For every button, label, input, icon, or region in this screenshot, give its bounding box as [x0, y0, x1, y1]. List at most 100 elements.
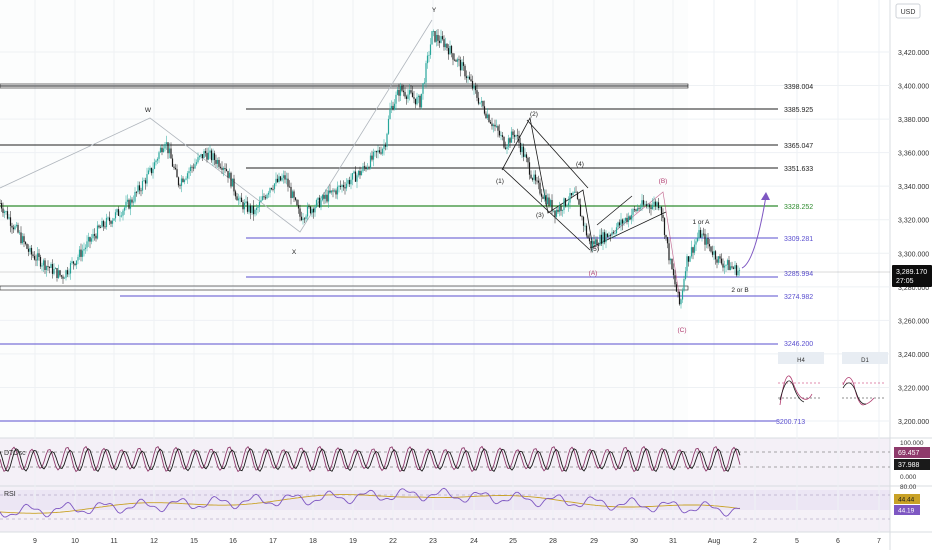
candle-body[interactable] — [57, 270, 60, 278]
candle-body[interactable] — [545, 195, 547, 205]
candle-body[interactable] — [83, 249, 85, 251]
candle-body[interactable] — [311, 208, 313, 214]
candle-body[interactable] — [441, 36, 444, 40]
candle-body[interactable] — [417, 95, 420, 98]
candle-body[interactable] — [116, 209, 118, 213]
candle-body[interactable] — [167, 142, 169, 154]
candle-body[interactable] — [68, 273, 70, 275]
candle-body[interactable] — [41, 265, 43, 267]
candle-body[interactable] — [36, 253, 39, 261]
candle-body[interactable] — [375, 151, 378, 153]
candle-body[interactable] — [392, 105, 394, 110]
candle-body[interactable] — [32, 254, 34, 257]
candle-body[interactable] — [347, 180, 349, 184]
candle-body[interactable] — [281, 177, 283, 181]
candle-body[interactable] — [63, 277, 66, 279]
candle-body[interactable] — [203, 151, 205, 158]
candle-body[interactable] — [354, 171, 357, 182]
candle-body[interactable] — [128, 199, 130, 209]
candle-body[interactable] — [678, 292, 681, 305]
candle-body[interactable] — [329, 190, 331, 193]
channel-lower-line[interactable] — [501, 167, 591, 251]
candle-body[interactable] — [726, 260, 729, 265]
candle-body[interactable] — [567, 202, 570, 206]
candle-body[interactable] — [150, 167, 153, 174]
candle-body[interactable] — [12, 227, 15, 230]
candle-body[interactable] — [372, 151, 375, 160]
candle-body[interactable] — [738, 270, 741, 271]
candle-body[interactable] — [599, 234, 601, 246]
candle-body[interactable] — [285, 178, 288, 180]
candle-body[interactable] — [363, 166, 366, 168]
candle-body[interactable] — [410, 90, 412, 93]
candle-body[interactable] — [96, 225, 99, 239]
candle-body[interactable] — [450, 45, 453, 54]
candle-body[interactable] — [234, 191, 237, 197]
candle-body[interactable] — [257, 206, 259, 208]
candle-body[interactable] — [452, 53, 454, 60]
candle-body[interactable] — [224, 168, 226, 170]
candle-body[interactable] — [99, 227, 102, 229]
candle-body[interactable] — [75, 260, 78, 266]
candle-body[interactable] — [705, 238, 708, 245]
price-axis[interactable]: USD 3,420.000 3,400.000 3,380.000 3,360.000… — [895, 3, 929, 426]
candle-body[interactable] — [176, 169, 178, 178]
candle-body[interactable] — [449, 45, 451, 55]
candle-body[interactable] — [141, 181, 144, 191]
candle-body[interactable] — [192, 167, 195, 169]
candle-body[interactable] — [221, 167, 223, 170]
candle-body[interactable] — [687, 256, 690, 262]
candle-body[interactable] — [105, 217, 108, 228]
candle-body[interactable] — [246, 201, 249, 212]
candle-body[interactable] — [548, 197, 550, 206]
candle-body[interactable] — [518, 135, 520, 143]
candle-body[interactable] — [479, 102, 481, 104]
wave-label[interactable]: 2 or B — [731, 287, 748, 294]
candle-body[interactable] — [210, 150, 213, 161]
candle-body[interactable] — [413, 97, 415, 99]
candle-body[interactable] — [74, 263, 76, 266]
candle-body[interactable] — [299, 208, 301, 217]
candle-body[interactable] — [588, 238, 591, 242]
candle-body[interactable] — [369, 155, 372, 169]
candle-body[interactable] — [230, 172, 232, 187]
candle-body[interactable] — [77, 256, 79, 261]
candle-body[interactable] — [693, 244, 696, 253]
candle-body[interactable] — [137, 185, 139, 193]
candle-body[interactable] — [510, 131, 513, 143]
candle-body[interactable] — [263, 196, 265, 198]
candle-body[interactable] — [672, 269, 675, 276]
candle-body[interactable] — [152, 168, 154, 174]
candle-body[interactable] — [275, 178, 277, 184]
candle-body[interactable] — [264, 197, 267, 199]
candle-body[interactable] — [326, 194, 328, 202]
candle-body[interactable] — [689, 256, 691, 262]
candle-body[interactable] — [564, 198, 567, 207]
candle-body[interactable] — [368, 167, 370, 169]
candle-body[interactable] — [483, 106, 486, 114]
candle-body[interactable] — [458, 59, 460, 61]
candle-body[interactable] — [140, 190, 142, 192]
candle-body[interactable] — [35, 259, 37, 261]
candle-body[interactable] — [78, 249, 81, 257]
candle-body[interactable] — [495, 126, 498, 127]
candle-body[interactable] — [279, 176, 282, 181]
candle-body[interactable] — [636, 208, 639, 211]
candle-body[interactable] — [278, 176, 280, 182]
candle-body[interactable] — [663, 218, 666, 235]
candle-body[interactable] — [641, 200, 643, 208]
candle-body[interactable] — [617, 222, 619, 228]
candle-body[interactable] — [401, 85, 403, 91]
candle-body[interactable] — [602, 232, 604, 244]
candle-body[interactable] — [314, 207, 316, 213]
candle-body[interactable] — [102, 221, 105, 227]
candle-body[interactable] — [416, 97, 418, 105]
candle-body[interactable] — [47, 266, 49, 267]
candle-body[interactable] — [405, 96, 408, 99]
candle-body[interactable] — [69, 263, 72, 274]
candle-body[interactable] — [579, 204, 582, 217]
candle-body[interactable] — [122, 210, 124, 216]
candle-body[interactable] — [87, 237, 90, 242]
candle-body[interactable] — [464, 65, 466, 77]
